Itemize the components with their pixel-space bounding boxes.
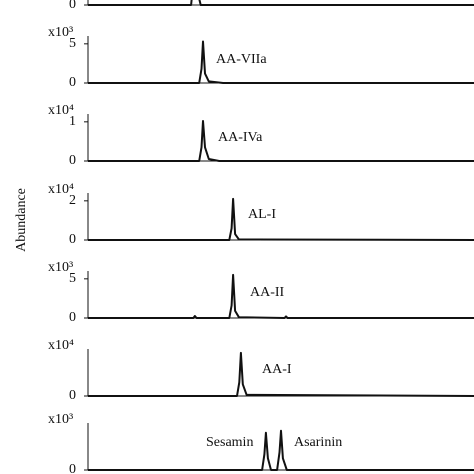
y-tick-label: 0 [69,462,76,474]
peak-label: Sesamin [206,435,253,450]
peak-label: AA-I [262,362,292,377]
peak-label: AA-VIIa [216,52,267,67]
trace [88,351,474,397]
peak-label: AA-IVa [218,130,263,145]
y-tick-label: 0 [69,0,76,12]
trace [88,120,474,162]
y-tick-label: 5 [69,36,76,51]
trace [88,273,474,319]
scale-label: x10³ [48,260,73,275]
peak-label: Asarinin [294,435,342,450]
scale-label: x10³ [48,25,73,40]
y-tick-label: 2 [69,193,76,208]
scale-label: x10³ [48,412,73,427]
peak-label: AA-II [250,285,285,300]
y-axis-label: Abundance [14,188,29,252]
y-tick-label: 5 [69,271,76,286]
y-tick-label: 0 [69,388,76,403]
trace [88,197,474,241]
y-tick-label: 1 [69,114,76,129]
scale-label: x10⁴ [48,338,74,353]
y-tick-label: 0 [69,232,76,247]
trace [88,429,474,471]
trace [88,40,474,84]
scale-label: x10⁴ [48,182,74,197]
trace [88,0,474,6]
peak-label: AL-I [248,207,276,222]
y-tick-label: 0 [69,75,76,90]
scale-label: x10⁴ [48,103,74,118]
y-tick-label: 0 [69,310,76,325]
y-tick-label: 0 [69,153,76,168]
